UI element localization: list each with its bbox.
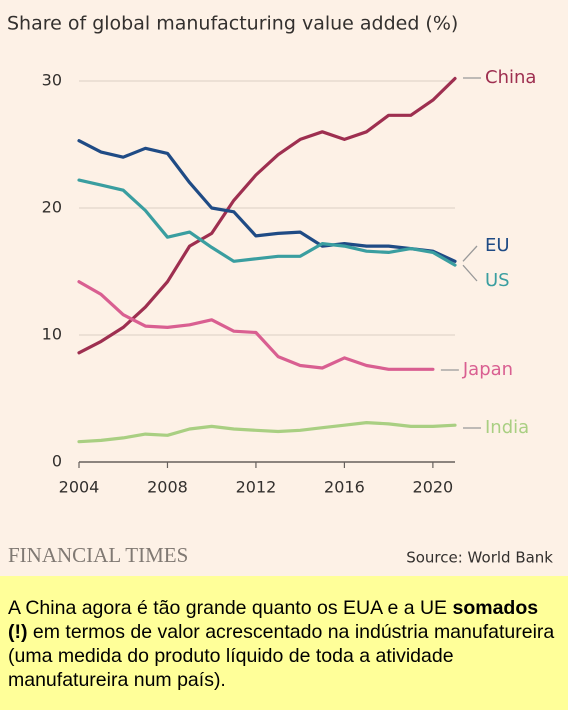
series-label: US bbox=[485, 270, 510, 291]
series-label: EU bbox=[485, 235, 510, 256]
source: Source: World Bank bbox=[406, 549, 553, 567]
series-line bbox=[77, 421, 457, 444]
series-line bbox=[77, 76, 457, 355]
x-tick-label: 2016 bbox=[324, 478, 365, 497]
caption-text: A China agora é tão grande quanto os EUA… bbox=[8, 597, 453, 619]
caption: A China agora é tão grande quanto os EUA… bbox=[0, 576, 568, 710]
chart-title: Share of global manufacturing value adde… bbox=[7, 13, 458, 35]
label-leader bbox=[462, 245, 478, 262]
brand: FINANCIAL TIMES bbox=[8, 543, 188, 567]
y-tick-label: 10 bbox=[42, 325, 62, 344]
x-tick-label: 2012 bbox=[236, 478, 277, 497]
series-line bbox=[77, 280, 435, 371]
y-tick-label: 0 bbox=[52, 452, 62, 471]
series-label: China bbox=[485, 67, 536, 88]
series-line bbox=[77, 139, 457, 263]
y-tick-label: 20 bbox=[42, 198, 62, 217]
series-label: Japan bbox=[462, 359, 513, 380]
series-line bbox=[77, 178, 457, 267]
x-tick-label: 2020 bbox=[413, 478, 454, 497]
x-tick-label: 2004 bbox=[59, 478, 100, 497]
caption-bold: somados (!) bbox=[8, 597, 539, 643]
x-tick-label: 2008 bbox=[147, 478, 188, 497]
caption-text: em termos de valor acrescentado na indús… bbox=[8, 621, 555, 691]
label-leader bbox=[462, 264, 478, 282]
series-label: India bbox=[485, 417, 529, 438]
chart: Share of global manufacturing value adde… bbox=[7, 13, 553, 567]
y-tick-label: 30 bbox=[42, 71, 62, 90]
